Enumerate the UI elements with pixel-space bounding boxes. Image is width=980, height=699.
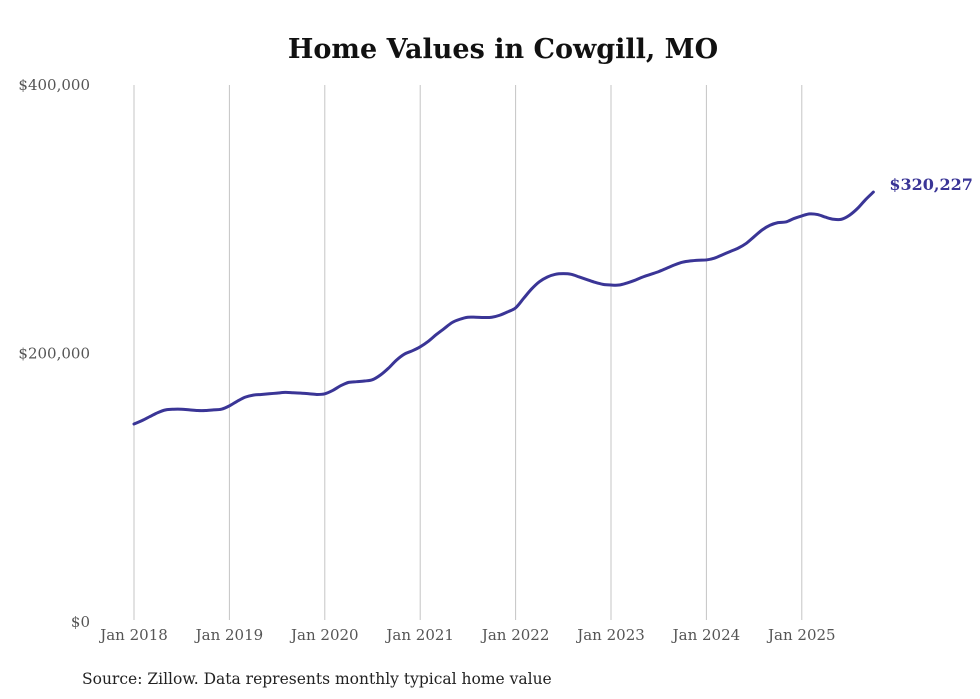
x-axis: Jan 2018 Jan 2019 Jan 2020 Jan 2021 Jan 2022… [98, 626, 835, 644]
y-axis: $0 $200,000 $400,000 [18, 76, 90, 631]
x-tick-label: Jan 2023 [575, 626, 645, 644]
x-tick-label: Jan 2021 [384, 626, 454, 644]
x-tick-label: Jan 2019 [194, 626, 264, 644]
y-tick-label: $400,000 [18, 76, 90, 94]
x-tick-label: Jan 2020 [289, 626, 359, 644]
x-tick-label: Jan 2025 [766, 626, 836, 644]
x-tick-label: Jan 2024 [671, 626, 741, 644]
y-tick-label: $0 [71, 613, 90, 631]
y-tick-label: $200,000 [18, 345, 90, 363]
series-line [132, 190, 875, 426]
end-value-label: $320,227 [889, 175, 973, 194]
source-note: Source: Zillow. Data represents monthly … [82, 670, 552, 688]
x-tick-label: Jan 2022 [480, 626, 550, 644]
x-tick-label: Jan 2018 [98, 626, 168, 644]
chart-title: Home Values in Cowgill, MO [288, 34, 718, 65]
gridlines [133, 85, 803, 620]
